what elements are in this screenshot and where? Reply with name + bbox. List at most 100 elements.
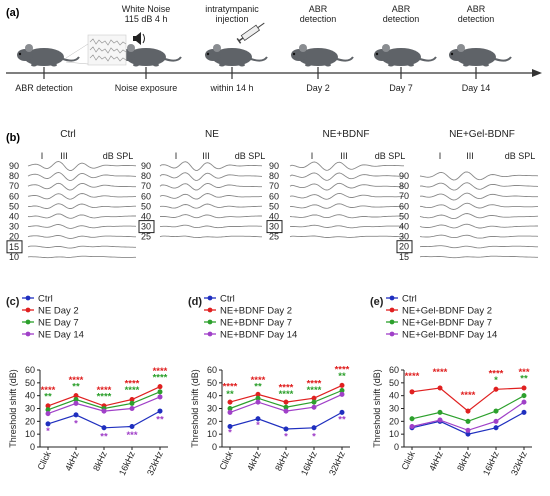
level-label: 30 [141, 222, 151, 232]
timeline-event-label: injection [215, 14, 248, 24]
data-point [283, 404, 289, 410]
wave-label: I [311, 151, 314, 161]
y-tick-label: 20 [389, 416, 399, 426]
abr-trace [419, 192, 538, 201]
level-label: 80 [9, 171, 19, 181]
significance-label: ** [72, 381, 80, 392]
data-point [493, 418, 499, 424]
data-point [101, 408, 107, 414]
abr-trace [27, 182, 136, 191]
level-label: 20 [9, 232, 19, 242]
level-label: 80 [141, 171, 151, 181]
data-point [311, 395, 317, 401]
abr-trace [159, 193, 262, 200]
significance-label: **** [461, 390, 476, 401]
timeline-event-label: detection [383, 14, 420, 24]
x-tick-label: 32kHz [509, 449, 529, 477]
significance-label: **** [279, 383, 294, 394]
data-point [283, 426, 289, 432]
level-label: 30 [269, 222, 279, 232]
level-label: 15 [9, 242, 19, 252]
threshold-box [396, 240, 413, 254]
level-label: 90 [399, 171, 409, 181]
data-point [45, 421, 51, 427]
series-line [229, 411, 343, 430]
data-point [255, 416, 261, 422]
abr-group-title: NE+BDNF [323, 129, 370, 140]
wave-label: III [202, 151, 210, 161]
abr-trace [289, 172, 405, 181]
level-label: 25 [141, 232, 151, 242]
mouse-icon [205, 44, 268, 67]
x-tick-label: 4kHz [63, 449, 81, 472]
data-point [227, 423, 233, 429]
y-tick-label: 60 [25, 365, 35, 375]
abr-trace [27, 172, 137, 181]
abr-trace [27, 213, 136, 219]
significance-label: **** [69, 375, 84, 386]
significance-label: **** [125, 379, 140, 390]
legend-marker [25, 307, 31, 313]
wave-label: III [466, 151, 474, 161]
abr-trace [159, 172, 263, 181]
significance-label: **** [307, 385, 322, 396]
significance-label: **** [433, 367, 448, 378]
data-point [409, 416, 415, 422]
level-label: 20 [399, 242, 409, 252]
abr-trace [419, 213, 539, 220]
significance-label: *** [518, 367, 529, 378]
series-line [411, 401, 525, 431]
data-point [521, 409, 527, 415]
data-point [255, 399, 261, 405]
y-tick-label: 10 [389, 429, 399, 439]
abr-trace [159, 203, 263, 209]
unit-label: dB SPL [375, 151, 406, 161]
significance-label: ** [100, 431, 108, 442]
x-tick-label: 32kHz [145, 449, 165, 477]
abr-trace [419, 255, 538, 259]
x-tick-label: 16kHz [117, 449, 137, 477]
abr-trace [27, 193, 136, 200]
level-label: 40 [269, 212, 279, 222]
y-tick-label: 20 [25, 416, 35, 426]
data-point [437, 417, 443, 423]
abr-trace [289, 161, 404, 171]
data-point [255, 395, 261, 401]
y-axis-label: Threshold shift (dB) [8, 369, 18, 448]
data-point [73, 412, 79, 418]
data-point [157, 384, 163, 390]
legend-marker [389, 319, 395, 325]
data-point [437, 409, 443, 415]
level-label: 80 [269, 171, 279, 181]
y-tick-label: 60 [207, 365, 217, 375]
abr-trace [419, 245, 538, 249]
level-label: 30 [9, 222, 19, 232]
threshold-box [266, 220, 283, 234]
abr-trace [27, 161, 137, 171]
data-point [339, 409, 345, 415]
panel-label: (e) [370, 296, 384, 308]
x-tick-label: 16kHz [299, 449, 319, 477]
data-point [465, 427, 471, 433]
speaker-icon [133, 32, 145, 45]
data-point [227, 406, 233, 411]
abr-trace [289, 203, 405, 209]
legend-marker [25, 319, 31, 325]
significance-label: **** [251, 375, 266, 386]
legend-label: NE+Gel-BDNF Day 7 [402, 318, 492, 329]
level-label: 50 [9, 201, 19, 211]
level-label: 60 [141, 191, 151, 201]
panel-label: (d) [188, 296, 202, 308]
data-point [227, 409, 233, 415]
legend-marker [207, 331, 213, 337]
legend-label: NE+Gel-BDNF Day 14 [402, 330, 497, 341]
abr-trace [160, 214, 262, 219]
significance-label: * [284, 431, 288, 442]
y-tick-label: 40 [389, 391, 399, 401]
y-tick-label: 50 [389, 378, 399, 388]
data-point [283, 408, 289, 414]
legend-label: Ctrl [402, 294, 417, 305]
x-tick-label: Click [218, 449, 236, 471]
